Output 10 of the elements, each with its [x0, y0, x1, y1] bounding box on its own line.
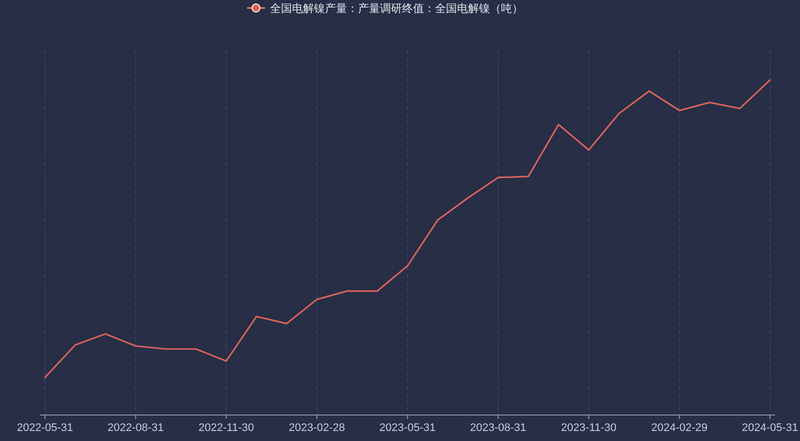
- x-tick-label: 2023-05-31: [379, 422, 436, 434]
- x-tick-label: 2024-02-29: [651, 422, 708, 434]
- x-tick-label: 2023-11-30: [561, 422, 616, 434]
- legend-label: 全国电解镍产量：产量调研终值：全国电解镍（吨）: [270, 2, 523, 15]
- x-tick-label: 2024-05-31: [742, 422, 798, 434]
- x-tick-label: 2023-08-31: [470, 422, 526, 434]
- x-tick-label: 2022-11-30: [198, 422, 254, 434]
- x-tick-label: 2022-05-31: [16, 422, 74, 434]
- x-tick-label: 2023-02-28: [288, 422, 346, 434]
- x-tick-label: 2022-08-31: [107, 422, 164, 434]
